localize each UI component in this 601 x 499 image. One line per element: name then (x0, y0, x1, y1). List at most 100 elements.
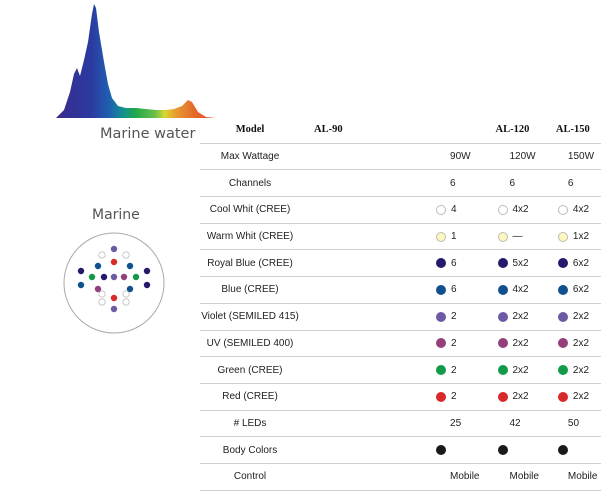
row-value: 50 (549, 410, 601, 438)
table-row: Royal Blue (CREE) 6 5x2 6x2 (200, 249, 601, 278)
row-value: 2x2 (549, 356, 601, 384)
color-swatch-icon (436, 231, 447, 242)
row-value: 6x2 (549, 249, 601, 278)
color-swatch-icon (497, 284, 508, 295)
spectrum-graphic (56, 4, 216, 118)
value-text: 6 (509, 177, 516, 189)
row-value: 5x2 (479, 249, 550, 278)
row-value: Mobile (479, 463, 550, 491)
row-value: 4x2 (479, 276, 550, 304)
row-value: 2x2 (479, 356, 550, 384)
table-row: Green (CREE) 2 2x2 2x2 (200, 356, 601, 384)
table-row: Channels 6 6 6 (200, 169, 601, 198)
value-text: 1 (451, 231, 457, 243)
value-text: 5x2 (512, 257, 529, 269)
row-value (300, 436, 480, 464)
value-text: 2x2 (572, 391, 590, 403)
row-label: UV (SEMILED 400) (200, 330, 301, 358)
row-value: 2x2 (479, 383, 550, 411)
row-value: 2x2 (479, 330, 550, 358)
row-label: Warm Whit (CREE) (200, 223, 301, 251)
led-dot (126, 285, 134, 293)
color-swatch-icon (497, 258, 508, 269)
row-value: 90W (300, 143, 480, 171)
led-dot (122, 251, 130, 259)
color-swatch-icon (557, 445, 568, 456)
value-text: 2x2 (572, 337, 590, 349)
color-swatch-icon (436, 204, 447, 215)
led-dot (122, 298, 130, 306)
led-dot (122, 290, 130, 298)
row-value: — (479, 223, 550, 251)
value-text: 4x2 (512, 204, 529, 216)
value-text: 120W (509, 151, 536, 163)
row-value: 120W (479, 143, 550, 171)
value-text: 2x2 (512, 364, 529, 376)
row-value: 2x2 (549, 330, 601, 358)
color-swatch-icon (557, 391, 568, 402)
row-label: Body Colors (200, 436, 301, 464)
value-text: 2 (451, 391, 457, 403)
header-al90: AL-90 (300, 117, 480, 144)
value-text: 6 (567, 177, 574, 189)
color-swatch-icon (557, 231, 568, 242)
color-swatch-icon (497, 365, 508, 376)
led-dot (110, 305, 118, 313)
led-dot (110, 258, 118, 266)
value-text: 4x2 (572, 204, 590, 216)
row-value: 42 (479, 410, 550, 438)
row-value: 4x2 (549, 196, 601, 224)
value-text: 2 (451, 337, 457, 349)
row-label: Royal Blue (CREE) (200, 249, 301, 278)
table-row: Control Mobile Mobile Mobile (200, 463, 601, 491)
row-value: 4x2 (479, 196, 550, 224)
row-label: Blue (CREE) (200, 276, 301, 304)
spec-table: Model AL-90 AL-120 AL-150 Max Wattage 90W… (200, 117, 601, 491)
table-row: Cool Whit (CREE) 4 4x2 4x2 (200, 196, 601, 224)
color-swatch-icon (436, 258, 447, 269)
row-value: Mobile (300, 463, 480, 491)
led-dot (94, 285, 102, 293)
row-value: 150W (549, 143, 601, 171)
row-value: 6 (300, 249, 480, 278)
color-swatch-icon (557, 284, 568, 295)
led-dot (77, 267, 85, 275)
row-label: Channels (200, 169, 301, 198)
led-dot (98, 298, 106, 306)
color-swatch-icon (557, 365, 568, 376)
row-label: Violet (SEMILED 415) (200, 303, 301, 331)
value-text: 6x2 (572, 284, 590, 296)
value-text: 2x2 (572, 311, 590, 323)
led-dot (132, 273, 140, 281)
row-label: # LEDs (200, 410, 301, 438)
color-swatch-icon (557, 204, 568, 215)
color-swatch-icon (497, 311, 508, 322)
header-model: Model (200, 117, 301, 144)
table-row: Max Wattage 90W 120W 150W (200, 143, 601, 171)
row-value: Mobile (549, 463, 601, 491)
value-text: 2x2 (512, 337, 529, 349)
led-dot (77, 281, 85, 289)
color-swatch-icon (436, 365, 447, 376)
value-text: 1x2 (572, 231, 590, 243)
header-al120: AL-120 (479, 117, 550, 144)
led-layout-diagram (63, 232, 165, 334)
color-swatch-icon (497, 338, 508, 349)
row-value: 2 (300, 330, 480, 358)
spectrum-caption: Marine water (100, 126, 196, 142)
row-label: Cool Whit (CREE) (200, 196, 301, 224)
row-value: 2x2 (479, 303, 550, 331)
row-value: 1x2 (549, 223, 601, 251)
color-swatch-icon (436, 391, 447, 402)
table-row: Violet (SEMILED 415) 2 2x2 2x2 (200, 303, 601, 331)
value-text: 50 (567, 417, 580, 429)
led-dot (98, 290, 106, 298)
led-dot (94, 262, 102, 270)
led-dot (126, 262, 134, 270)
value-text: 6 (451, 257, 457, 269)
row-value (549, 436, 601, 464)
value-text: Mobile (509, 471, 539, 483)
table-row: # LEDs 25 42 50 (200, 410, 601, 438)
row-value: 6 (479, 169, 550, 198)
row-label: Green (CREE) (200, 356, 301, 384)
